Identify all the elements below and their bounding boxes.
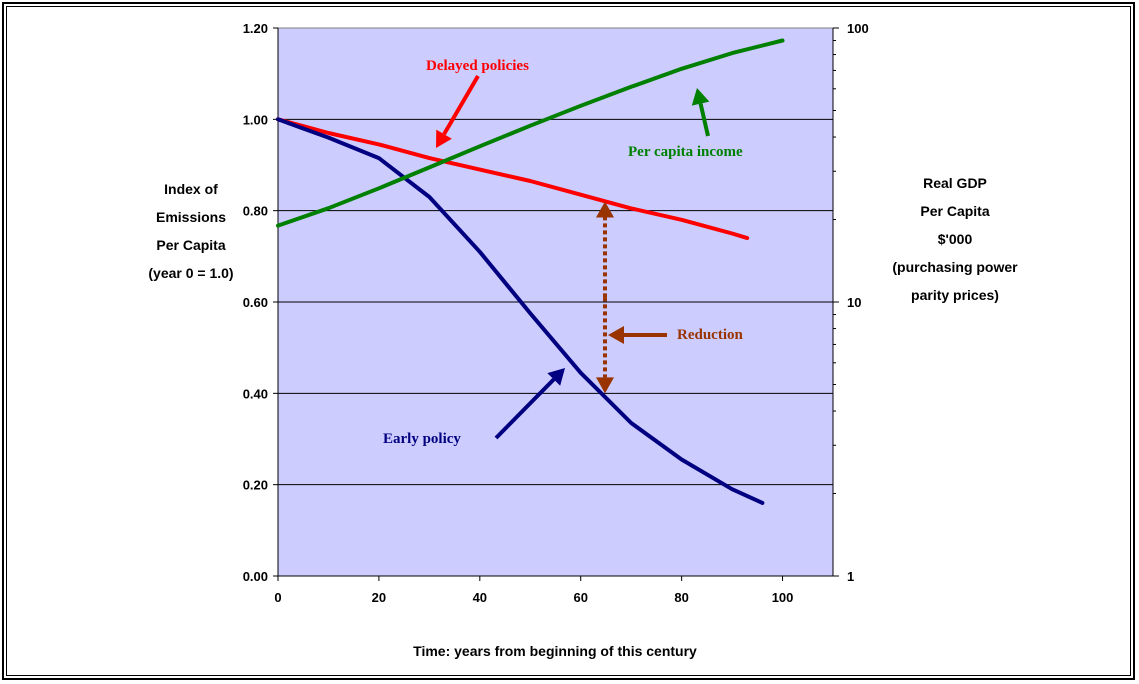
- annotation-income: Per capita income: [628, 144, 743, 160]
- x-tick-label: 0: [274, 590, 281, 605]
- reduction-arrow-head: [608, 326, 624, 344]
- y-right-label-line: Per Capita: [920, 203, 989, 219]
- y-left-tick-label: 1.00: [243, 112, 268, 127]
- annotation-early: Early policy: [383, 431, 461, 447]
- reduction-gap-arrow-down-head: [596, 377, 614, 394]
- series-line-early: [276, 117, 765, 505]
- x-tick-label: 40: [473, 590, 487, 605]
- y-right-tick-label: 10: [847, 295, 861, 310]
- series-line-income: [276, 38, 785, 228]
- y-left-tick-label: 1.20: [243, 21, 268, 36]
- y-right-label-line: $'000: [938, 231, 973, 247]
- y-left-label-line: Per Capita: [156, 237, 225, 253]
- y-left-label-line: Emissions: [156, 209, 226, 225]
- x-tick-label: 80: [674, 590, 688, 605]
- y-axis-label-left: Index of Emissions Per Capita (year 0 = 1.0…: [148, 181, 233, 281]
- y-left-label-line: Index of: [164, 181, 218, 197]
- x-tick-label: 100: [772, 590, 794, 605]
- series-lines: [276, 38, 785, 505]
- annotation-reduction: Reduction: [677, 327, 743, 343]
- y-left-tick-label: 0.80: [243, 204, 268, 219]
- income-arrow-shaft: [698, 103, 710, 137]
- y-left-label-line: (year 0 = 1.0): [148, 265, 233, 281]
- reduction-gap-arrow-up-head: [596, 201, 614, 218]
- y-right-label-line: (purchasing power: [892, 259, 1018, 275]
- series-line-delayed: [276, 117, 750, 241]
- y-left-tick-label: 0.60: [243, 295, 268, 310]
- gridlines: [278, 118, 833, 486]
- delayed-arrow-shaft: [442, 74, 480, 136]
- y-right-tick-label: 100: [847, 21, 869, 36]
- y-right-tick-label: 1: [847, 569, 854, 584]
- delayed-arrow-head: [436, 129, 452, 148]
- y-left-tick-label: 0.00: [243, 569, 268, 584]
- x-tick-label: 60: [573, 590, 587, 605]
- y-right-label-line: Real GDP: [923, 175, 987, 191]
- early-arrow-shaft: [494, 377, 556, 440]
- tick-labels: 0 20 40 60 80 100 0.00 0.20 0.40 0.60 0.80 1.00 1.20…: [243, 21, 869, 605]
- inner-border: [6, 6, 1131, 676]
- annotation-delayed: Delayed policies: [426, 58, 529, 74]
- income-arrow-head: [691, 88, 710, 106]
- x-axis-label: Time: years from beginning of this centu…: [413, 643, 697, 659]
- y-left-tick-label: 0.40: [243, 386, 268, 401]
- y-left-tick-label: 0.20: [243, 478, 268, 493]
- y-right-label-line: parity prices): [911, 287, 999, 303]
- annotation-arrows: [436, 74, 710, 440]
- x-tick-label: 20: [372, 590, 386, 605]
- y-axis-label-right: Real GDP Per Capita $'000 (purchasing power…: [892, 175, 1018, 303]
- early-arrow-head: [547, 368, 565, 386]
